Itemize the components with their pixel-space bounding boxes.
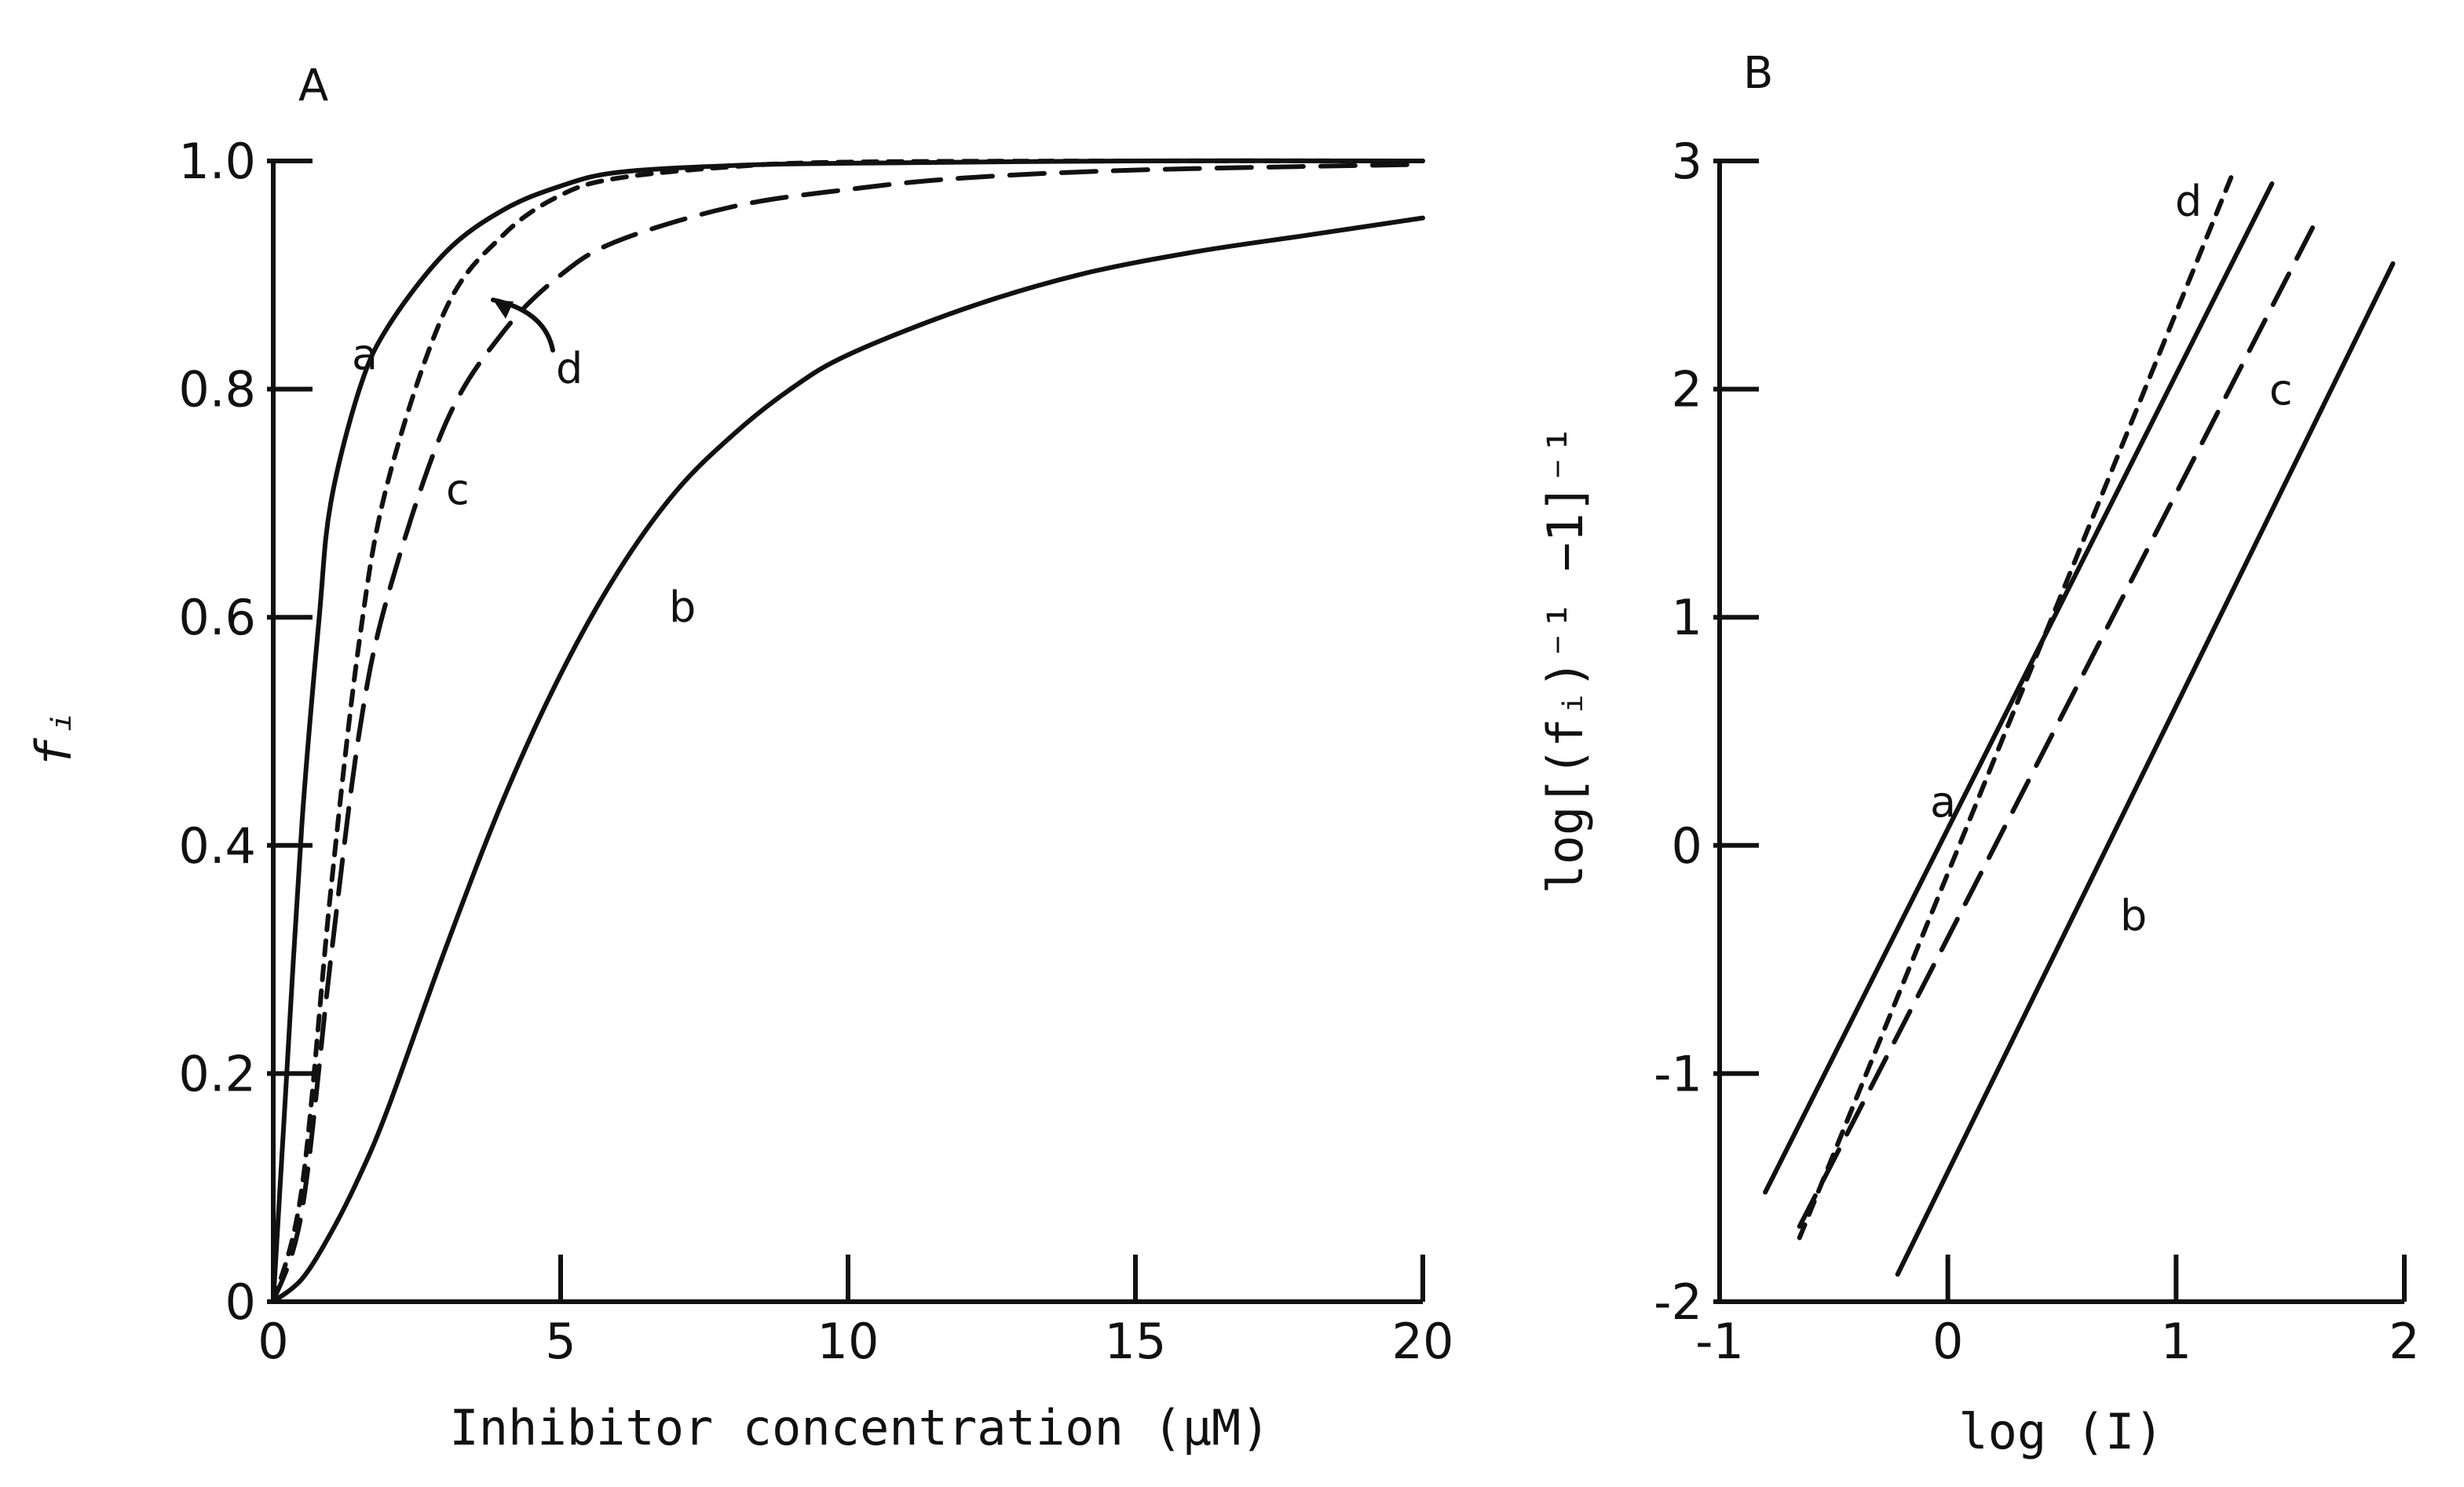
panel-a-curve-label-d: d bbox=[556, 344, 583, 393]
panel-b-y-ticks: -2 -1 0 1 2 3 bbox=[1654, 133, 1759, 1331]
panel-b-curve-label-d: d bbox=[2175, 177, 2202, 226]
panel-a-series-c bbox=[271, 162, 1425, 1304]
panel-a-y-tick-label: 0.2 bbox=[178, 1045, 256, 1102]
panel-b-axes bbox=[1717, 161, 2404, 1304]
panel-a-x-tick-label: 10 bbox=[817, 1313, 879, 1370]
panel-a-y-tick-label: 1.0 bbox=[178, 133, 256, 190]
panel-b-y-tick-label: 0 bbox=[1672, 817, 1702, 875]
panel-b-curve-label-c: c bbox=[2269, 365, 2293, 415]
panel-b-series-d bbox=[1797, 170, 2236, 1240]
panel-a-y-tick-label: 0.8 bbox=[178, 361, 256, 418]
panel-b-series-a bbox=[1763, 181, 2275, 1195]
panel-b-curve-labels: a b c d bbox=[1930, 177, 2293, 941]
panel-a-arrowhead-icon bbox=[493, 300, 514, 319]
panel-b-curve-label-b: b bbox=[2120, 891, 2147, 941]
panel-b-curve-label-a: a bbox=[1930, 777, 1956, 827]
panel-a-x-axis-title: Inhibitor concentration (μM) bbox=[449, 1399, 1270, 1456]
panel-a-curve-label-b: b bbox=[669, 583, 696, 632]
panel-a-series-a bbox=[271, 158, 1425, 1304]
panel-b-x-tick-label: 0 bbox=[1932, 1313, 1963, 1370]
panel-b-x-tick-label: 2 bbox=[2389, 1313, 2419, 1370]
panel-a-curve-label-c: c bbox=[446, 465, 470, 514]
panel-a-x-tick-label: 5 bbox=[545, 1313, 576, 1370]
panel-b-label: B bbox=[1743, 48, 1773, 99]
panel-b-y-tick-label: 3 bbox=[1672, 133, 1702, 190]
panel-a-x-ticks: 0 5 10 15 20 bbox=[258, 1255, 1453, 1370]
panel-b-series-c bbox=[1797, 215, 2320, 1229]
panel-b-y-tick-label: 1 bbox=[1672, 589, 1702, 646]
panel-b-series bbox=[1763, 170, 2396, 1277]
panel-b-x-ticks: -1 0 1 2 bbox=[1695, 1255, 2420, 1370]
panel-a-y-tick-label: 0.6 bbox=[178, 589, 256, 646]
panel-b-x-tick-label: 1 bbox=[2161, 1313, 2192, 1370]
panel-b-y-tick-label: -2 bbox=[1654, 1273, 1702, 1331]
panel-a-y-axis-title: fᵢ bbox=[25, 709, 82, 768]
panel-a-label: A bbox=[298, 60, 328, 111]
panel-a-x-tick-label: 0 bbox=[258, 1313, 288, 1370]
panel-a-series-b bbox=[271, 215, 1425, 1304]
panel-a-curve-labels: a b c d bbox=[352, 298, 696, 632]
panel-a-series-d bbox=[271, 158, 1425, 1304]
panel-a-y-tick-label: 0.4 bbox=[178, 817, 256, 875]
panel-b-x-tick-label: -1 bbox=[1695, 1313, 1744, 1370]
panel-b-y-tick-label: -1 bbox=[1654, 1045, 1702, 1102]
panel-b-x-axis-title: log (I) bbox=[1958, 1403, 2163, 1460]
panel-a-x-tick-label: 15 bbox=[1105, 1313, 1167, 1370]
panel-a: A 0 5 10 15 20 0 0.2 0.4 0.6 0.8 1.0 a b c d Inhibit… bbox=[25, 60, 1453, 1456]
panel-a-curve-label-a: a bbox=[352, 330, 378, 379]
panel-b-series-b bbox=[1895, 261, 2396, 1277]
panel-a-axes bbox=[271, 161, 1423, 1304]
panel-a-y-tick-label: 0 bbox=[225, 1273, 256, 1331]
panel-b-y-tick-label: 2 bbox=[1672, 361, 1702, 418]
panel-a-y-ticks: 0 0.2 0.4 0.6 0.8 1.0 bbox=[178, 133, 313, 1331]
panel-a-series bbox=[271, 158, 1425, 1304]
panel-b-y-axis-title: log[(fᵢ)⁻¹ −1]⁻¹ bbox=[1537, 425, 1594, 893]
panel-a-x-tick-label: 20 bbox=[1392, 1313, 1454, 1370]
